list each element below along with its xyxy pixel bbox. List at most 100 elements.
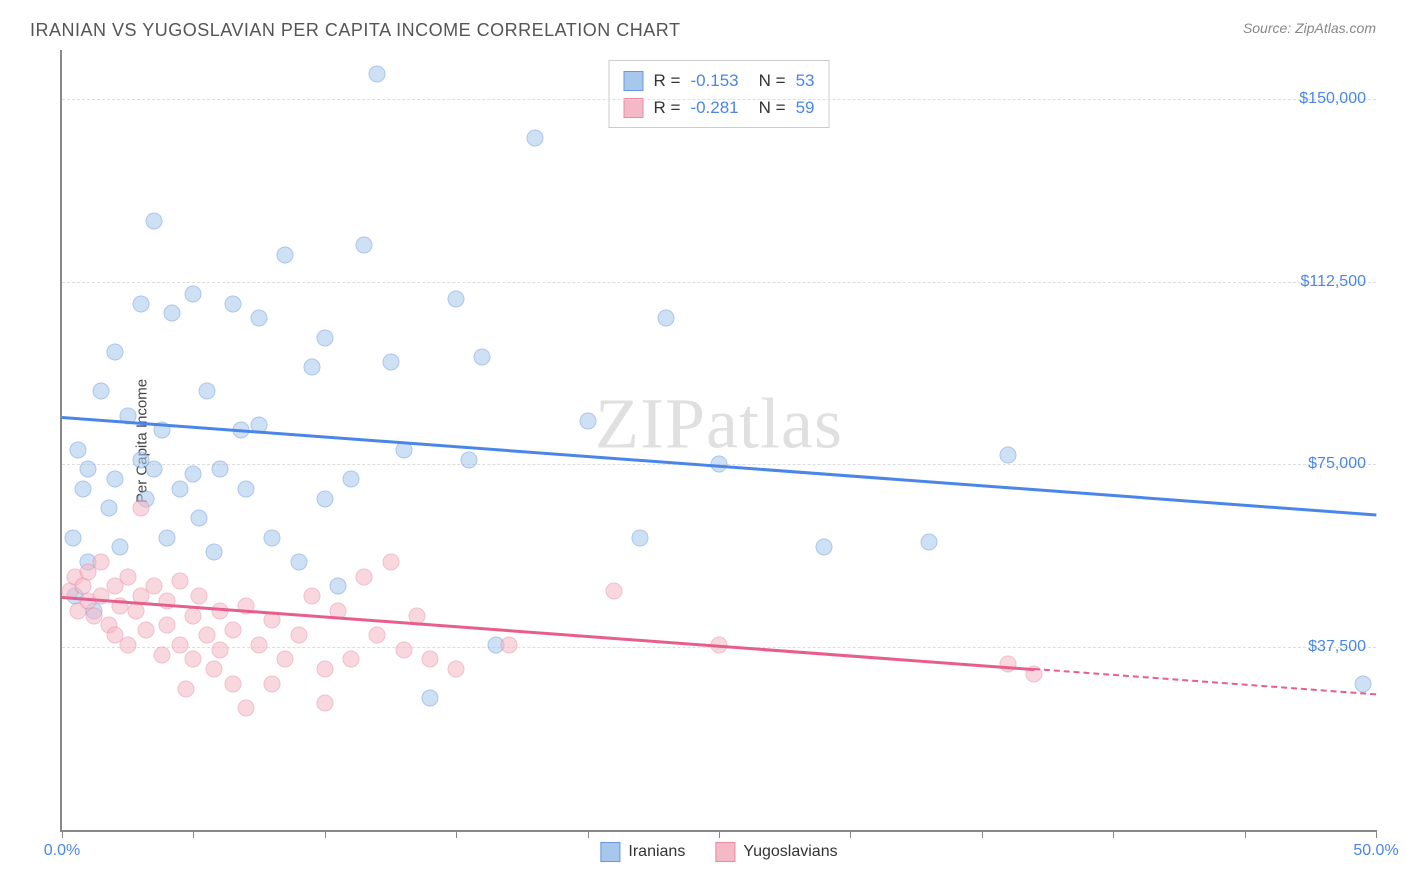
x-tick <box>850 830 851 838</box>
data-point <box>224 295 241 312</box>
data-point <box>132 295 149 312</box>
legend-swatch <box>624 98 644 118</box>
data-point <box>145 578 162 595</box>
data-point <box>224 675 241 692</box>
legend-item: Yugoslavians <box>715 842 837 862</box>
data-point <box>448 290 465 307</box>
data-point <box>198 383 215 400</box>
legend-n-value: 53 <box>796 67 815 94</box>
x-tick-label: 0.0% <box>44 842 80 860</box>
data-point <box>224 622 241 639</box>
x-tick <box>193 830 194 838</box>
legend-r-value: -0.153 <box>690 67 738 94</box>
data-point <box>237 480 254 497</box>
x-tick <box>62 830 63 838</box>
legend-n-label: N = <box>759 67 786 94</box>
data-point <box>211 641 228 658</box>
data-point <box>172 480 189 497</box>
gridline <box>62 282 1376 283</box>
data-point <box>185 607 202 624</box>
data-point <box>921 534 938 551</box>
data-point <box>421 651 438 668</box>
data-point <box>421 690 438 707</box>
legend-label: Yugoslavians <box>743 843 837 861</box>
data-point <box>190 510 207 527</box>
data-point <box>343 471 360 488</box>
watermark: ZIPatlas <box>595 383 843 466</box>
data-point <box>172 636 189 653</box>
x-tick <box>1376 830 1377 838</box>
data-point <box>356 568 373 585</box>
data-point <box>474 349 491 366</box>
data-point <box>138 622 155 639</box>
data-point <box>206 661 223 678</box>
data-point <box>80 461 97 478</box>
data-point <box>159 529 176 546</box>
data-point <box>579 412 596 429</box>
legend-swatch <box>600 842 620 862</box>
data-point <box>316 695 333 712</box>
scatter-plot: ZIPatlas R = -0.153N = 53R = -0.281N = 5… <box>60 50 1376 832</box>
data-point <box>605 583 622 600</box>
y-tick-label: $112,500 <box>1300 273 1366 291</box>
series-legend: Iranians Yugoslavians <box>600 842 837 862</box>
data-point <box>159 617 176 634</box>
data-point <box>106 344 123 361</box>
plot-area: Per Capita Income ZIPatlas R = -0.153N =… <box>60 50 1376 832</box>
data-point <box>500 636 517 653</box>
data-point <box>64 529 81 546</box>
data-point <box>206 544 223 561</box>
x-tick <box>719 830 720 838</box>
data-point <box>153 646 170 663</box>
gridline <box>62 99 1376 100</box>
data-point <box>93 383 110 400</box>
x-tick-label: 50.0% <box>1353 842 1398 860</box>
data-point <box>93 553 110 570</box>
data-point <box>1354 675 1371 692</box>
x-tick <box>325 830 326 838</box>
data-point <box>119 568 136 585</box>
data-point <box>264 529 281 546</box>
data-point <box>172 573 189 590</box>
data-point <box>185 466 202 483</box>
data-point <box>145 212 162 229</box>
data-point <box>127 602 144 619</box>
data-point <box>119 636 136 653</box>
data-point <box>395 641 412 658</box>
data-point <box>251 636 268 653</box>
data-point <box>251 310 268 327</box>
trend-line <box>62 416 1376 516</box>
data-point <box>75 480 92 497</box>
legend-r-label: R = <box>654 67 681 94</box>
data-point <box>264 675 281 692</box>
data-point <box>185 285 202 302</box>
data-point <box>290 553 307 570</box>
data-point <box>369 66 386 83</box>
data-point <box>382 354 399 371</box>
data-point <box>277 651 294 668</box>
data-point <box>316 329 333 346</box>
data-point <box>316 490 333 507</box>
x-tick <box>982 830 983 838</box>
y-tick-label: $37,500 <box>1308 638 1366 656</box>
legend-swatch <box>715 842 735 862</box>
data-point <box>101 500 118 517</box>
data-point <box>198 627 215 644</box>
chart-title: IRANIAN VS YUGOSLAVIAN PER CAPITA INCOME… <box>30 20 1376 41</box>
data-point <box>461 451 478 468</box>
legend-row: R = -0.153 N = 53 <box>624 67 815 94</box>
source-label: Source: ZipAtlas.com <box>1243 20 1376 36</box>
data-point <box>382 553 399 570</box>
legend-label: Iranians <box>628 843 685 861</box>
legend-swatch <box>624 71 644 91</box>
correlation-legend: R = -0.153N = 53R = -0.281N = 59 <box>609 60 830 128</box>
data-point <box>185 651 202 668</box>
data-point <box>145 461 162 478</box>
data-point <box>132 500 149 517</box>
data-point <box>211 461 228 478</box>
data-point <box>190 588 207 605</box>
data-point <box>277 246 294 263</box>
data-point <box>369 627 386 644</box>
trend-line <box>1034 668 1376 695</box>
chart-container: IRANIAN VS YUGOSLAVIAN PER CAPITA INCOME… <box>0 0 1406 892</box>
